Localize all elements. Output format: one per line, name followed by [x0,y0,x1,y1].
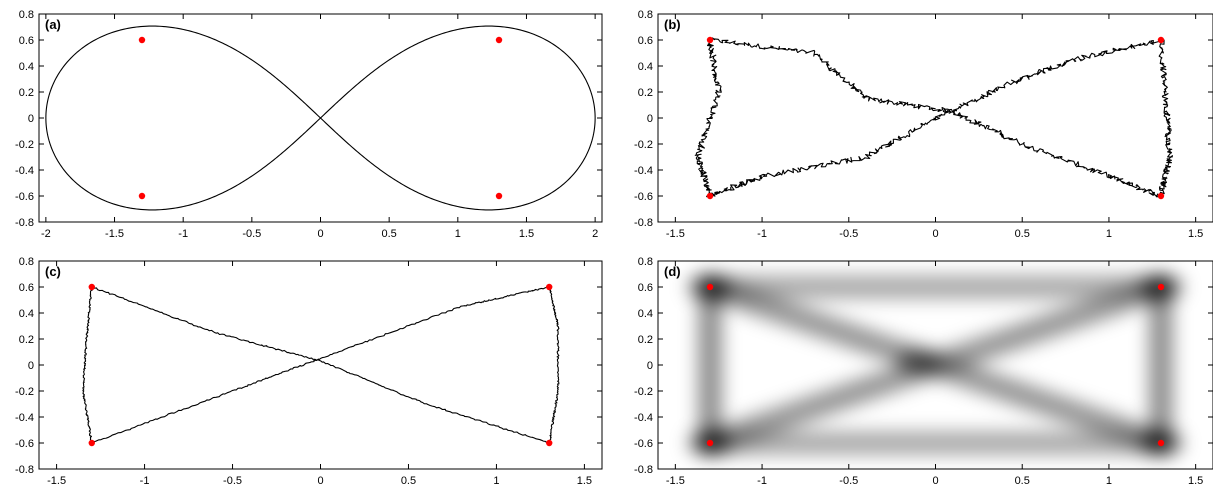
y-tick-label: 0 [647,113,653,125]
panel-label: (b) [664,17,681,32]
y-tick-label: 0.2 [638,334,653,346]
panel-1: 0.8 0.6 0.4 0.2 0 -0.2 -0.4 -0.6 -0.8 -2 -1.5 -1 -0.… [15,9,603,240]
panel-2: 0.8 0.6 0.4 0.2 0 -0.2 -0.4 -0.6 -0.8 -1.5 -1 -0.5 0… [634,9,1213,240]
target-point [706,439,714,447]
x-tick-label: -0.5 [839,228,858,240]
y-tick-label: 0.6 [638,35,653,47]
y-tick-label: -0.6 [634,438,653,450]
y-tick-label: -0.2 [634,139,653,151]
x-tick-label: -1.5 [666,228,685,240]
y-tick-label: 0.4 [19,61,34,73]
y-tick-label: -0.2 [15,386,34,398]
y-tick-label: -0.2 [634,386,653,398]
y-tick-label: 0 [28,113,34,125]
trajectory-line [82,286,560,445]
y-tick-label: -0.4 [634,412,653,424]
y-tick-label: -0.4 [15,165,34,177]
y-tick-label: -0.8 [634,217,653,229]
y-tick-label: -0.8 [634,464,653,476]
y-tick-label: 0.2 [19,87,34,99]
density-map [688,274,1183,456]
x-tick-label: -2 [41,228,51,240]
x-tick-label: 1.5 [577,475,592,487]
y-tick-label: -0.8 [15,217,34,229]
target-point [1157,192,1165,200]
y-tick-label: -0.6 [15,191,34,203]
x-tick-label: 0 [932,475,938,487]
x-tick-label: 0.5 [1015,228,1030,240]
target-point [706,36,714,44]
y-tick-label: 0.4 [638,308,653,320]
target-point [1157,439,1165,447]
x-tick-label: -1.5 [666,475,685,487]
x-tick-label: 1 [455,228,461,240]
x-tick-label: -0.5 [839,475,858,487]
y-tick-label: 0.4 [19,308,34,320]
trajectory-line [45,25,596,211]
y-tick-label: 0.6 [19,282,34,294]
x-tick-label: 2 [592,228,598,240]
x-tick-label: 1 [1106,475,1112,487]
x-tick-label: 0 [317,228,323,240]
target-point [88,439,95,447]
target-point [495,36,503,44]
x-tick-label: 1 [1106,228,1112,240]
y-tick-label: -0.6 [15,438,34,450]
x-tick-label: 0 [932,228,938,240]
y-tick-label: 0.4 [638,61,653,73]
panel-label: (d) [664,264,681,279]
x-tick-label: -1.5 [105,228,124,240]
y-tick-label: 0 [647,360,653,372]
trajectory-line [694,37,1173,198]
density-peak [896,348,941,375]
x-tick-label: -1 [757,228,767,240]
y-tick-label: 0.6 [638,282,653,294]
panel-4: 0.8 0.6 0.4 0.2 0 -0.2 -0.4 -0.6 -0.8 -1.5 -1 -0.5 0… [634,256,1213,487]
target-point [88,283,95,291]
target-point [1157,36,1165,44]
y-tick-label: 0.2 [638,87,653,99]
x-tick-label: 0.5 [401,475,416,487]
y-tick-label: -0.6 [634,191,653,203]
y-tick-label: -0.8 [15,464,34,476]
panel-label: (c) [45,264,61,279]
y-tick-label: 0.8 [638,256,653,268]
target-point [495,192,503,200]
x-tick-label: -1.5 [47,475,66,487]
y-tick-label: -0.4 [15,412,34,424]
panel-label: (a) [45,17,61,32]
x-tick-label: -1 [140,475,150,487]
y-tick-label: 0.6 [19,35,34,47]
x-tick-label: 1 [493,475,499,487]
y-tick-label: 0.8 [19,256,34,268]
target-point [138,192,146,200]
x-tick-label: 1.5 [519,228,534,240]
y-tick-label: 0.2 [19,334,34,346]
x-tick-label: 1.5 [1188,475,1203,487]
x-tick-label: 1.5 [1188,228,1203,240]
target-point [546,439,553,447]
x-tick-label: 0.5 [1015,475,1030,487]
y-tick-label: 0 [28,360,34,372]
y-tick-label: -0.4 [634,165,653,177]
panel-3: 0.8 0.6 0.4 0.2 0 -0.2 -0.4 -0.6 -0.8 -1.5 -1 -0.5 0… [15,256,603,487]
x-tick-label: 0 [317,475,323,487]
x-tick-label: -1 [757,475,767,487]
y-tick-label: 0.8 [638,9,653,21]
y-tick-label: -0.2 [15,139,34,151]
target-point [706,283,714,291]
x-tick-label: -0.5 [242,228,261,240]
target-point [138,36,146,44]
target-point [1157,283,1165,291]
target-point [546,283,553,291]
x-tick-label: -0.5 [223,475,242,487]
target-point [706,192,714,200]
plot-frame [38,260,603,470]
y-tick-label: 0.8 [19,9,34,21]
x-tick-label: -1 [178,228,188,240]
x-tick-label: 0.5 [382,228,397,240]
